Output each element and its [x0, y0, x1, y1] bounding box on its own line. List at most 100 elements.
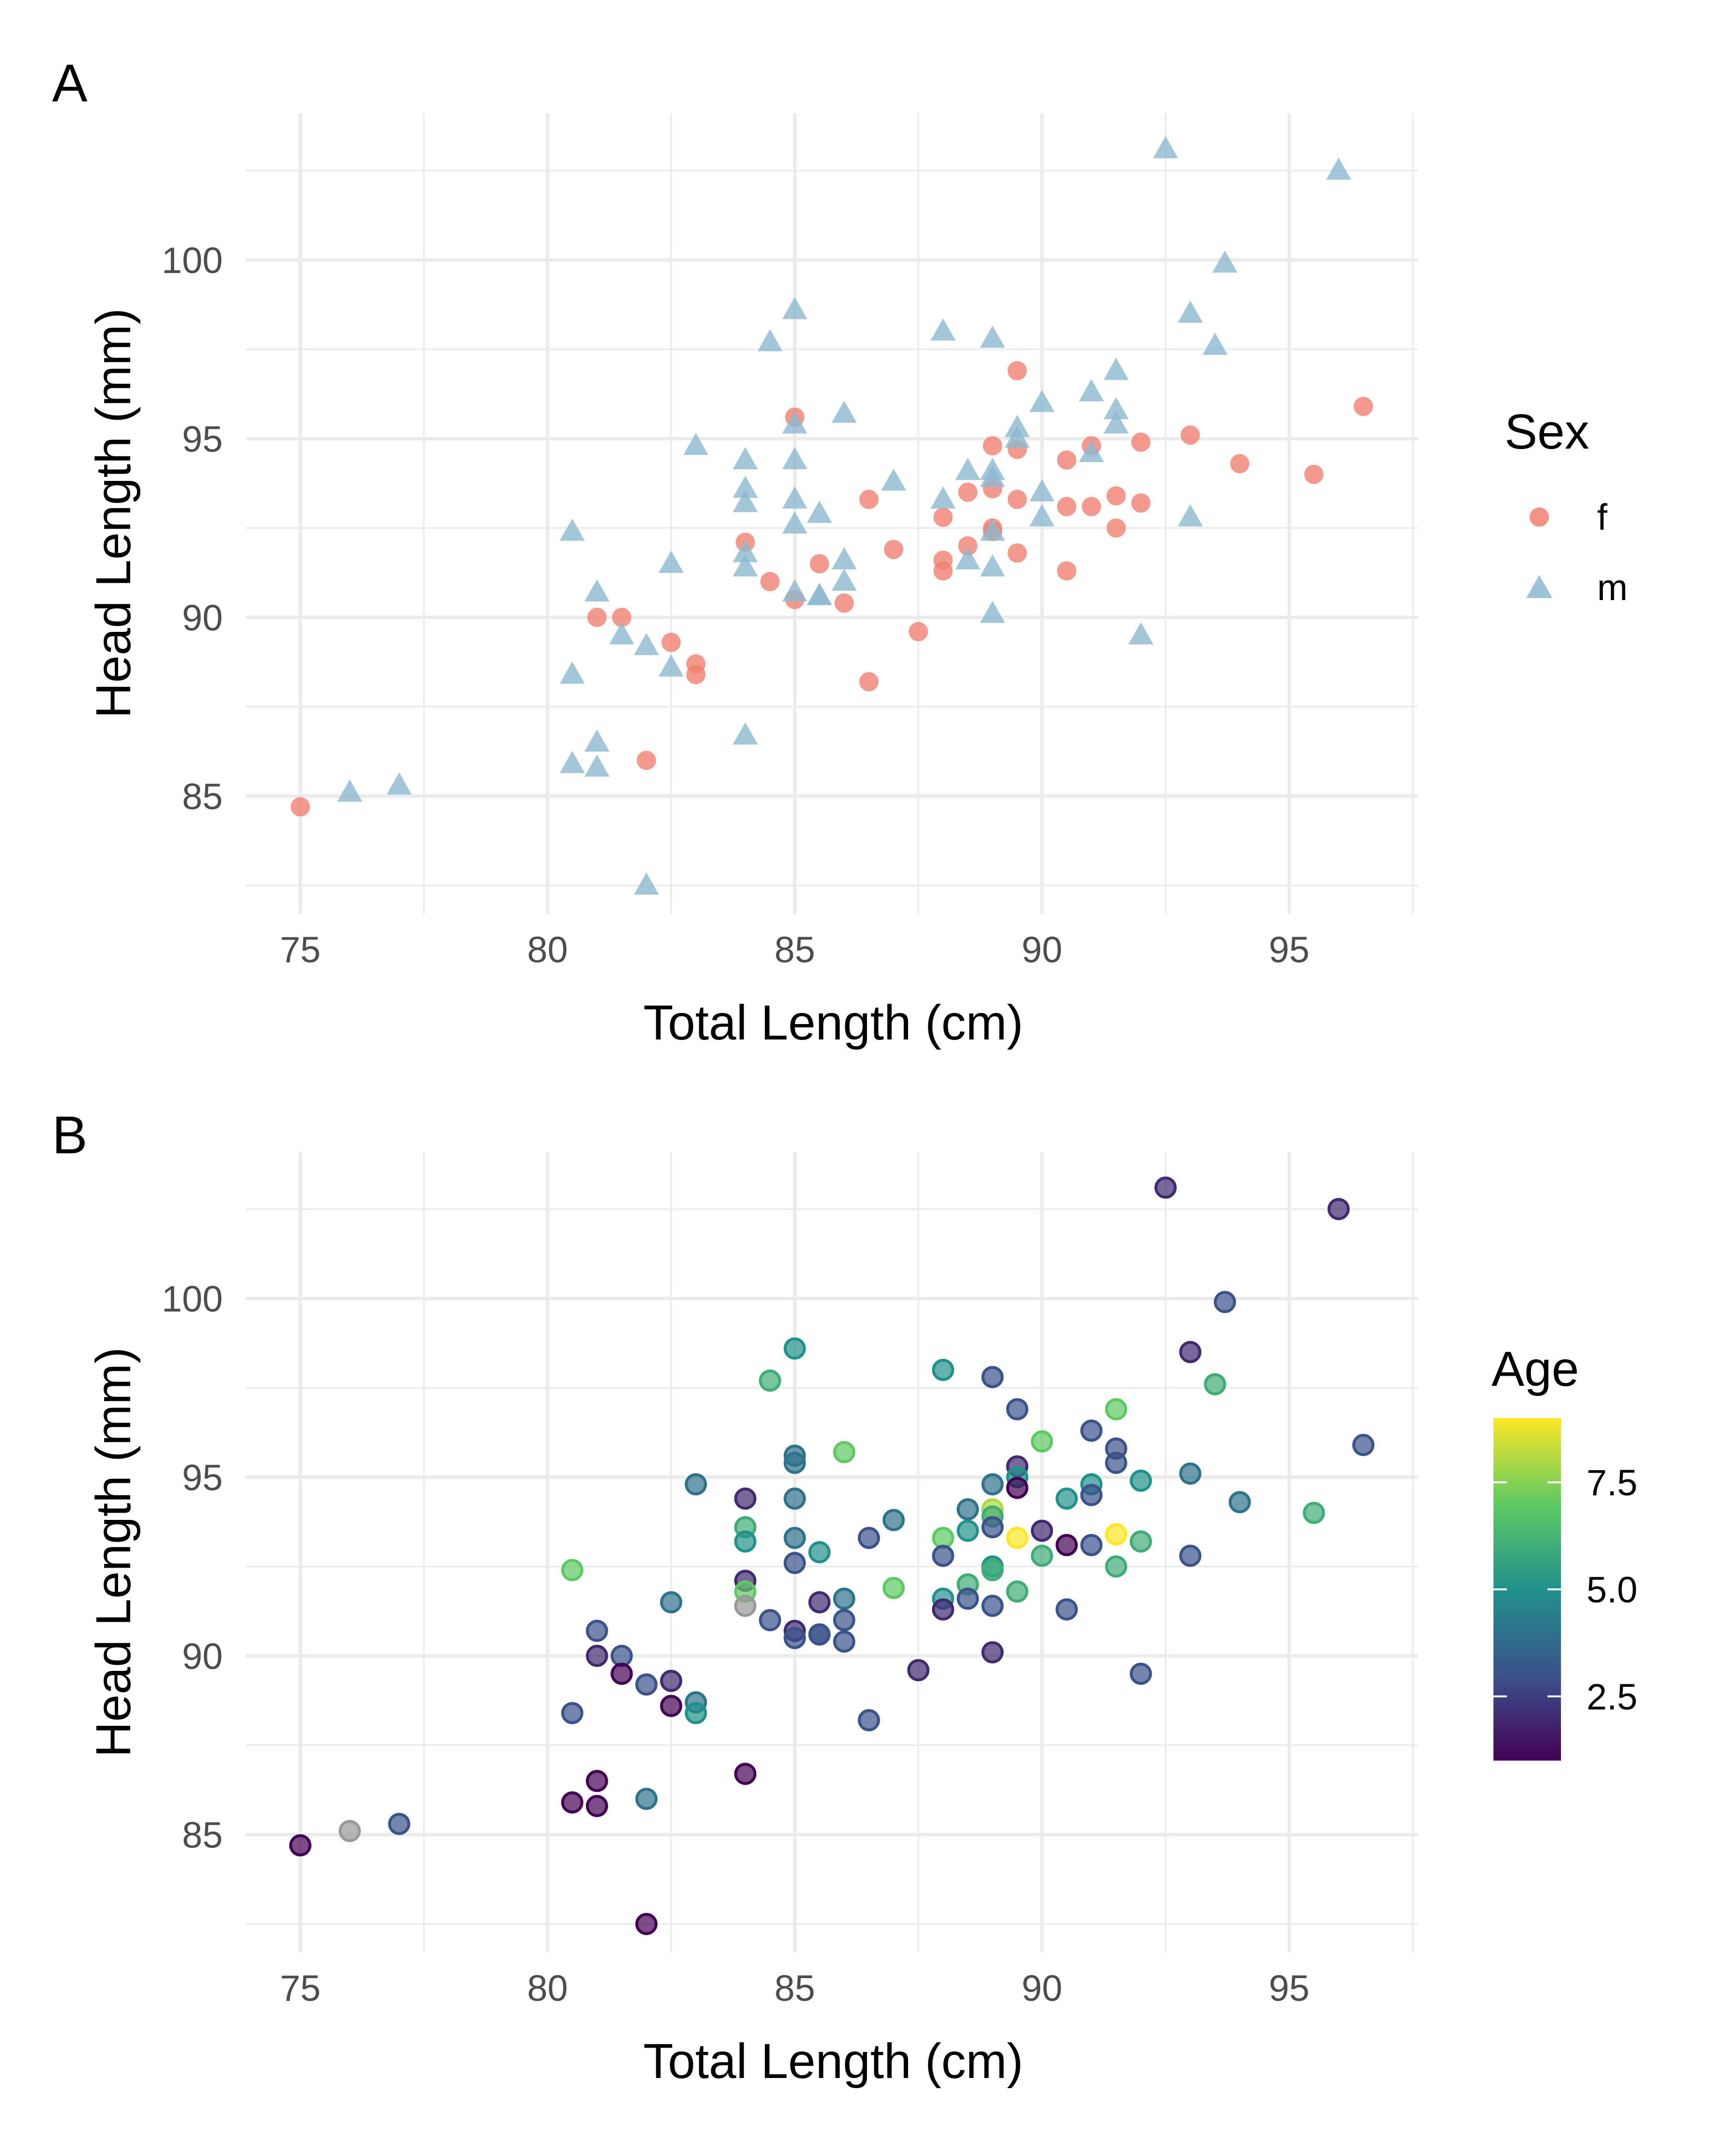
point-age [1080, 1534, 1103, 1557]
point-m [1004, 425, 1030, 448]
point-m [1029, 504, 1055, 527]
point-m [807, 501, 832, 523]
point-m [732, 540, 758, 562]
point-age [1105, 1451, 1127, 1474]
point-m [386, 772, 412, 795]
point-age [981, 1516, 1004, 1539]
point-age [585, 1770, 608, 1792]
point-m [831, 547, 857, 570]
point-age [981, 1473, 1004, 1496]
point-m [980, 554, 1005, 577]
point-age [784, 1627, 806, 1649]
point-f [1057, 497, 1077, 517]
panel-a-y-tick-label: 100 [162, 240, 223, 281]
point-f [958, 482, 977, 502]
point-f [686, 665, 706, 684]
point-f [1354, 396, 1373, 416]
point-age [1129, 1662, 1152, 1685]
colorbar-tick-label: 5.0 [1587, 1570, 1638, 1611]
point-f [1082, 497, 1101, 517]
point-m [658, 654, 684, 677]
point-m [609, 622, 635, 644]
point-age [784, 1487, 806, 1510]
point-age [932, 1545, 954, 1567]
point-age [857, 1527, 880, 1549]
point-f [810, 554, 829, 574]
point-age [956, 1498, 979, 1521]
legend-label-m: m [1597, 567, 1628, 608]
point-m [1029, 479, 1055, 502]
point-m [930, 486, 956, 509]
point-f [859, 672, 879, 692]
point-age [907, 1659, 930, 1681]
point-f [933, 507, 953, 527]
panel-b-x-axis-title: Total Length (cm) [643, 2034, 1023, 2089]
point-m [782, 511, 808, 534]
point-m [782, 297, 808, 319]
point-f [909, 622, 928, 642]
point-age [1228, 1491, 1251, 1514]
point-f [1007, 490, 1027, 509]
point-age [833, 1587, 855, 1610]
point-m [757, 329, 783, 352]
point-age [585, 1795, 608, 1818]
point-f [1230, 454, 1249, 474]
point-f [859, 490, 879, 509]
point-age [635, 1673, 658, 1696]
point-m [337, 779, 363, 802]
point-m [1212, 250, 1238, 273]
point-age [1056, 1598, 1078, 1621]
point-age [759, 1369, 781, 1392]
point-age [1056, 1487, 1078, 1510]
panel-label-b: B [52, 1106, 87, 1165]
point-age [1204, 1373, 1226, 1395]
point-age [1006, 1527, 1029, 1549]
point-m [559, 519, 585, 541]
point-m [584, 754, 610, 777]
panel-b-y-tick-label: 85 [182, 1815, 223, 1856]
point-m [1326, 157, 1351, 180]
panel-a-chart: 75 80 85 90 95 85 90 95 100 [162, 113, 1418, 970]
point-age [1105, 1523, 1127, 1545]
point-age [932, 1598, 954, 1621]
point-f [1106, 518, 1126, 538]
point-m [980, 601, 1005, 623]
point-f [1131, 493, 1151, 513]
point-age [1105, 1555, 1127, 1578]
point-m [1202, 332, 1228, 355]
point-age [734, 1595, 757, 1617]
legend-entry-f: f [1530, 497, 1608, 538]
point-age [561, 1791, 583, 1814]
panel-a-x-tick-label: 95 [1269, 929, 1310, 970]
point-m [1079, 379, 1104, 402]
panel-b-y-tick-label: 95 [182, 1457, 223, 1498]
point-age [1214, 1291, 1236, 1313]
point-m [732, 554, 758, 577]
point-m [1178, 504, 1203, 527]
panel-b-chart: 75 80 85 90 95 85 90 95 100 [162, 1152, 1418, 2009]
point-m [1029, 390, 1055, 412]
point-age [734, 1530, 757, 1553]
point-m [782, 411, 808, 434]
point-age [734, 1763, 757, 1785]
point-m [732, 476, 758, 498]
panel-a-x-axis-title: Total Length (cm) [643, 995, 1023, 1050]
point-m [732, 722, 758, 745]
point-age [1006, 1398, 1029, 1421]
point-m [559, 661, 585, 684]
point-age [882, 1577, 905, 1599]
panel-b-y-axis-title: Head Length (mm) [86, 1347, 141, 1757]
point-age [784, 1451, 806, 1474]
point-m [584, 729, 610, 752]
point-age [932, 1359, 954, 1381]
point-age [1080, 1420, 1103, 1442]
point-m [732, 490, 758, 512]
point-age [833, 1609, 855, 1631]
point-m [980, 465, 1005, 487]
panel-b-x-tick-label: 90 [1021, 1968, 1062, 2009]
point-m [881, 468, 907, 491]
point-age [932, 1527, 954, 1549]
point-age [685, 1702, 707, 1724]
point-f [760, 572, 780, 591]
point-f [983, 436, 1003, 456]
